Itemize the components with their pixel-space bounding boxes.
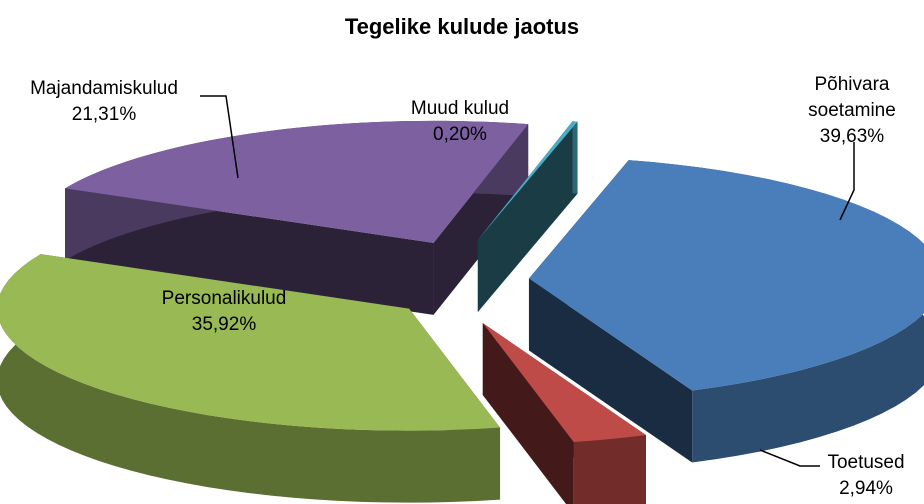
pie-slice — [477, 121, 578, 241]
value-label: 39,63% — [819, 126, 885, 147]
category-name: Toetused — [827, 452, 905, 473]
pie-slice — [65, 120, 529, 243]
value-label: 35,92% — [191, 314, 257, 335]
slice-wall — [528, 278, 693, 463]
slice-edge — [573, 435, 646, 504]
slice-edge — [572, 121, 578, 194]
leader-line — [200, 95, 239, 179]
slice-label: Toetused 2,94% — [827, 450, 904, 502]
pie-slice — [528, 160, 924, 391]
category-name: Personalikulud — [161, 288, 287, 309]
slice-wall — [477, 121, 578, 313]
category-name: Muud kulud — [410, 98, 510, 119]
category-name: Majandamiskulud — [30, 78, 178, 99]
chart-title: Tegelike kulude jaotus — [344, 14, 580, 39]
slice-label: Personalikulud 35,92% — [162, 286, 287, 338]
leader-line — [759, 449, 820, 467]
category-name: Põhivara soetamine — [808, 74, 896, 121]
slice-label: Muud kulud 0,20% — [411, 96, 509, 148]
pie-slice — [0, 254, 501, 431]
slice-label: Põhivara soetamine 39,63% — [782, 72, 922, 150]
slice-label: Majandamiskulud 21,31% — [30, 76, 178, 128]
slice-side — [477, 121, 578, 313]
value-label: 21,31% — [71, 104, 137, 125]
slice-edge — [0, 254, 501, 503]
value-label: 2,94% — [839, 478, 893, 499]
pie-slice — [482, 323, 646, 443]
leader-line — [839, 142, 855, 221]
value-label: 0,20% — [433, 124, 487, 145]
slice-wall — [482, 323, 574, 504]
